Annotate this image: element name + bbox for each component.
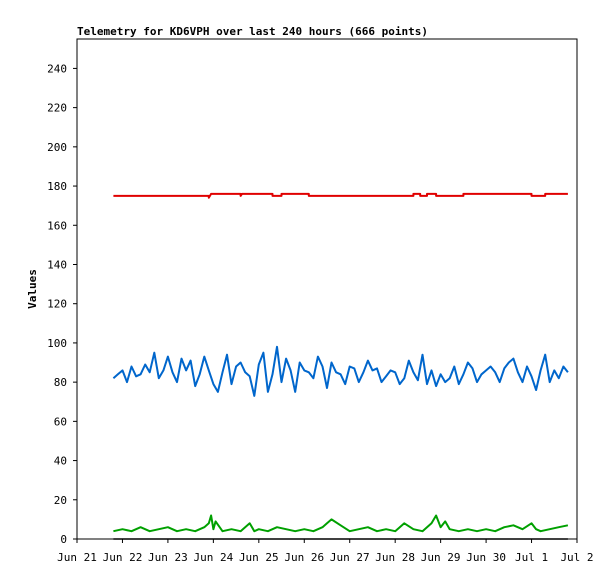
x-tick-label: Jun 26 <box>284 551 324 564</box>
series-line-3 <box>113 514 569 533</box>
x-tick-label: Jun 22 <box>103 551 143 564</box>
y-tick-label: 100 <box>47 337 67 350</box>
x-tick-label: Jun 29 <box>421 551 461 564</box>
y-axis: 0 20 40 60 80 100 120 140 160 180 200 220 240 <box>47 62 77 546</box>
x-tick-label: Jul 1 <box>515 551 548 564</box>
y-tick-label: 160 <box>47 219 67 232</box>
y-axis-label: Values <box>26 269 39 309</box>
x-tick-label: Jun 27 <box>330 551 370 564</box>
y-tick-label: 140 <box>47 258 67 271</box>
x-tick-label: Jun 25 <box>239 551 279 564</box>
y-tick-label: 200 <box>47 141 67 154</box>
x-tick-label: Jun 28 <box>375 551 415 564</box>
y-tick-label: 220 <box>47 102 67 115</box>
series-line-2 <box>112 345 569 397</box>
y-tick-label: 80 <box>54 376 67 389</box>
series-layer <box>112 192 569 540</box>
x-tick-label: Jul 2 <box>560 551 593 564</box>
y-tick-label: 120 <box>47 298 67 311</box>
y-tick-label: 240 <box>47 62 67 75</box>
x-tick-label: Jun 23 <box>148 551 188 564</box>
y-tick-label: 0 <box>60 533 67 546</box>
y-tick-label: 20 <box>54 494 67 507</box>
x-tick-label: Jun 30 <box>466 551 506 564</box>
y-tick-label: 180 <box>47 180 67 193</box>
series-line-1 <box>113 192 568 199</box>
x-tick-label: Jun 24 <box>193 551 233 564</box>
y-tick-label: 60 <box>54 415 67 428</box>
chart-title: Telemetry for KD6VPH over last 240 hours… <box>77 25 428 38</box>
y-tick-label: 40 <box>54 455 67 468</box>
x-axis: Jun 21 Jun 22 Jun 23 Jun 24 Jun 25 Jun 26 Jun … <box>57 539 594 564</box>
x-tick-label: Jun 21 <box>57 551 97 564</box>
